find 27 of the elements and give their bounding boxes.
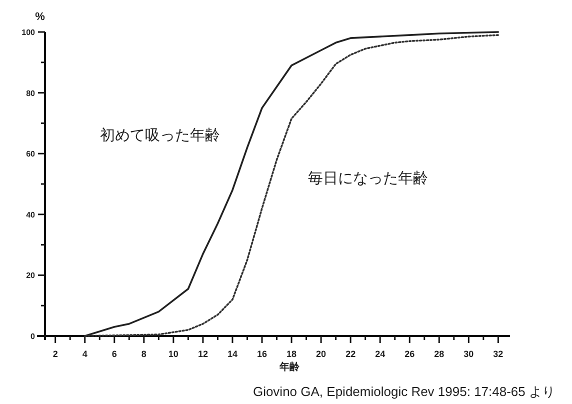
x-tick-label: 24 [375,349,386,359]
x-tick-label: 30 [464,349,474,359]
y-tick-label: 80 [26,88,36,98]
x-tick-label: 18 [286,349,297,359]
x-tick-label: 10 [168,349,178,359]
x-tick-label: 8 [141,349,146,359]
series-label: 初めて吸った年齢 [100,127,220,144]
y-tick-label: 60 [26,150,36,159]
x-tick-label: 22 [346,349,356,359]
x-axis-title: 年齢 [278,361,300,373]
y-tick-label: 0 [30,332,36,341]
text: Giovino GA, Epidemiologic Rev 1995: 17:48-65 より [252,384,555,399]
x-tick-label: 16 [256,349,268,359]
y-tick-label: 100 [22,28,36,37]
x-tick-label: 20 [316,349,326,359]
x-tick-label: 2 [52,349,58,359]
x-tick-label: 32 [493,349,504,359]
y-tick-label: 40 [26,210,36,220]
x-tick-label: 6 [112,349,117,359]
x-tick-label: 4 [82,349,88,359]
x-tick-label: 12 [198,349,208,359]
y-axis-title: % [35,11,46,23]
y-tick-label: 20 [26,271,36,280]
x-tick-label: 26 [404,349,415,359]
text: 毎日になった年齢 [308,170,428,187]
x-tick-label: 14 [227,349,238,359]
x-tick-label: 28 [434,349,444,359]
